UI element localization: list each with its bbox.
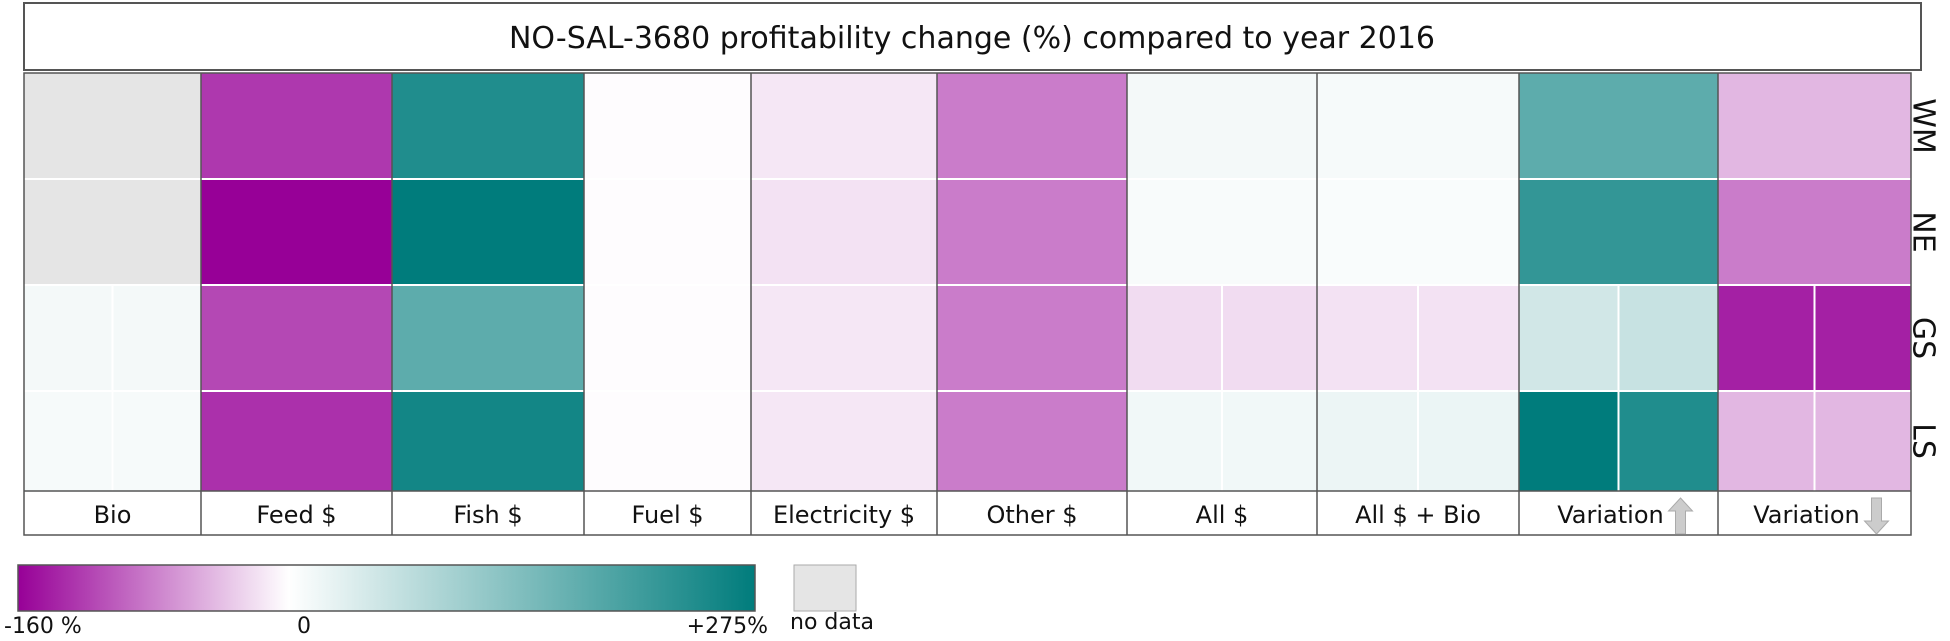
heatmap-cell-ne-8 [1317,179,1519,285]
heatmap-cell-ne-9 [1519,179,1718,285]
heatmap-cell-ls-2 [201,391,392,491]
heatmap-cell-wm-10 [1718,73,1911,179]
heatmap-cell-gs-8-2 [1418,285,1519,391]
column-label-4: Fuel $ [631,501,703,529]
heatmap-cell-ne-1 [24,179,201,285]
heatmap-cell-gs-10-2 [1814,285,1911,391]
heatmap-cell-gs-7-1 [1127,285,1222,391]
column-label-1: Bio [94,501,132,529]
heatmap-cell-ls-8-2 [1418,391,1519,491]
column-label-3: Fish $ [453,501,522,529]
colorbar [17,564,756,612]
heatmap-cell-gs-4 [584,285,751,391]
heatmap-cell-ls-4 [584,391,751,491]
heatmap-frame [23,72,1912,536]
row-label-ne: NE [1906,211,1941,252]
heatmap-cell-ne-2 [201,179,392,285]
heatmap-cell-wm-2 [201,73,392,179]
arrow-up-icon [1667,497,1694,535]
cells-layer [24,73,1911,491]
column-labels: Bio Feed $ Fish $ Fuel $ Electricity $ Other … [94,497,1890,535]
heatmap-cell-ls-3 [392,391,584,491]
heatmap-cell-wm-7 [1127,73,1317,179]
heatmap-cell-ls-8-1 [1317,391,1418,491]
column-label-6: Other $ [986,501,1077,529]
heatmap-cell-ne-3 [392,179,584,285]
column-label-10: Variation [1753,501,1859,529]
heatmap-cell-gs-1-2 [112,285,201,391]
heatmap-cell-gs-5 [751,285,937,391]
heatmap-cell-ls-7-2 [1222,391,1317,491]
heatmap-cell-wm-4 [584,73,751,179]
heatmap-cell-wm-1 [24,73,201,179]
heatmap-cell-gs-9-1 [1519,285,1619,391]
heatmap-cell-ne-7 [1127,179,1317,285]
column-label-7: All $ [1196,501,1249,529]
heatmap-cell-ls-1-1 [24,391,113,491]
column-label-8: All $ + Bio [1355,501,1481,529]
heatmap-cell-ls-9-2 [1618,391,1718,491]
heatmap-cell-wm-8 [1317,73,1519,179]
no-data-label: no data [790,610,874,635]
heatmap-cell-ne-5 [751,179,937,285]
heatmap-cell-gs-6 [937,285,1127,391]
row-label-gs: GS [1906,317,1941,359]
no-data-swatch [793,564,857,612]
colorbar-mid-label: 0 [297,614,311,637]
heatmap-cell-gs-7-2 [1222,285,1317,391]
heatmap-cell-gs-2 [201,285,392,391]
chart-title: NO-SAL-3680 profitability change (%) com… [509,21,1435,56]
row-label-wm: WM [1906,98,1941,154]
row-label-ls: LS [1906,423,1941,459]
colorbar-min-label: -160 % [4,614,82,637]
column-label-9: Variation [1557,501,1663,529]
heatmap-cell-ls-10-2 [1814,391,1911,491]
heatmap-cell-ls-5 [751,391,937,491]
heatmap-cell-wm-3 [392,73,584,179]
grid-layer [23,72,1912,536]
arrow-down-icon [1863,497,1890,535]
heatmap-cell-gs-8-1 [1317,285,1418,391]
heatmap-cell-ls-7-1 [1127,391,1222,491]
heatmap-cell-ls-1-2 [112,391,201,491]
heatmap-cell-gs-9-2 [1618,285,1718,391]
heatmap-cell-ne-10 [1718,179,1911,285]
heatmap-cell-wm-5 [751,73,937,179]
heatmap-cell-ne-4 [584,179,751,285]
heatmap-cell-ls-10-1 [1718,391,1815,491]
heatmap-cell-gs-3 [392,285,584,391]
title-box [23,2,1922,71]
heatmap-cell-wm-6 [937,73,1127,179]
heatmap-cell-wm-9 [1519,73,1718,179]
row-labels: WM NE GS LS [1906,98,1941,459]
heatmap-cell-ne-6 [937,179,1127,285]
colorbar-max-label: +275% [687,614,768,637]
heatmap-cell-gs-1-1 [24,285,113,391]
column-label-2: Feed $ [256,501,336,529]
heatmap-cell-ls-9-1 [1519,391,1619,491]
heatmap-cell-gs-10-1 [1718,285,1815,391]
heatmap-cell-ls-6 [937,391,1127,491]
column-label-5: Electricity $ [773,501,915,529]
